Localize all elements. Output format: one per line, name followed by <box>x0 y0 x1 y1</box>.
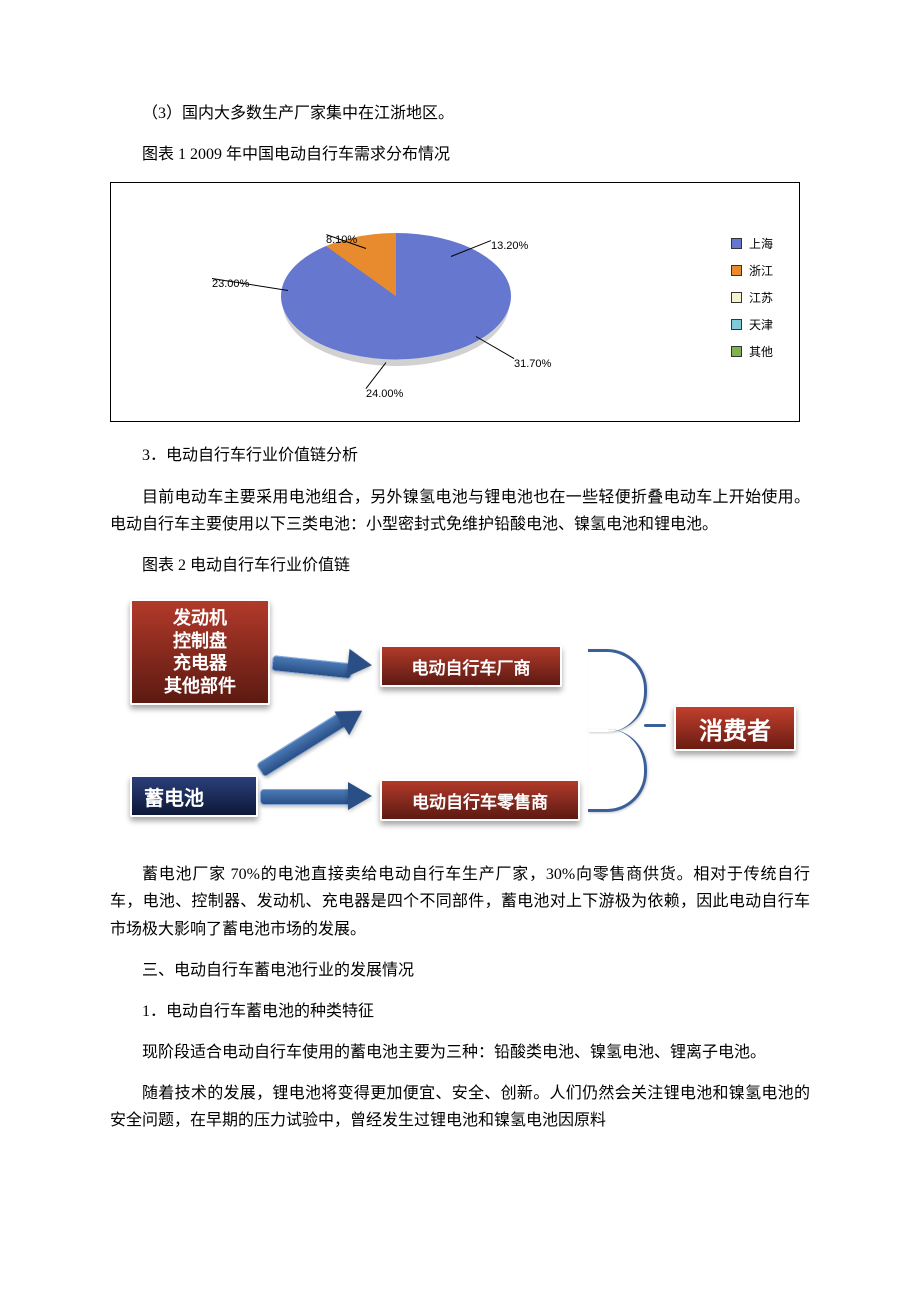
pie-disc <box>281 233 511 360</box>
heading-3-1: 1．电动自行车蓄电池的种类特征 <box>110 998 810 1025</box>
node-consumer: 消费者 <box>674 705 796 751</box>
figure1-caption: 图表 1 2009 年中国电动自行车需求分布情况 <box>110 141 810 168</box>
brace-top <box>588 649 647 732</box>
legend-label: 上海 <box>749 235 773 252</box>
node-battery: 蓄电池 <box>130 775 258 817</box>
node-components: 发动机控制盘充电器其他部件 <box>130 599 270 705</box>
legend-label: 天津 <box>749 316 773 333</box>
legend-label: 其他 <box>749 343 773 360</box>
pie-slice-label: 13.20% <box>491 240 528 252</box>
pie-chart <box>281 233 511 383</box>
legend-item: 江苏 <box>731 289 773 306</box>
node-components-line: 其他部件 <box>164 675 236 698</box>
node-retailer: 电动自行车零售商 <box>380 779 580 821</box>
paragraph-3: （3）国内大多数生产厂家集中在江浙地区。 <box>110 100 810 127</box>
legend-swatch <box>731 319 742 330</box>
legend-swatch <box>731 346 742 357</box>
legend-label: 江苏 <box>749 289 773 306</box>
pie-legend: 上海浙江江苏天津其他 <box>731 235 773 370</box>
legend-label: 浙江 <box>749 262 773 279</box>
paragraph-valuechain: 目前电动车主要采用电池组合，另外镍氢电池与锂电池也在一些轻便折叠电动车上开始使用… <box>110 484 810 538</box>
heading-section3: 三、电动自行车蓄电池行业的发展情况 <box>110 957 810 984</box>
node-maker: 电动自行车厂商 <box>380 645 562 687</box>
legend-item: 上海 <box>731 235 773 252</box>
legend-swatch <box>731 238 742 249</box>
legend-swatch <box>731 292 742 303</box>
paragraph-battery-types: 现阶段适合电动自行车使用的蓄电池主要为三种：铅酸类电池、镍氢电池、锂离子电池。 <box>110 1039 810 1066</box>
legend-item: 其他 <box>731 343 773 360</box>
paragraph-battery-safety: 随着技术的发展，锂电池将变得更加便宜、安全、创新。人们仍然会关注锂电池和镍氢电池… <box>110 1080 810 1134</box>
flow-chart: 发动机控制盘充电器其他部件 蓄电池 电动自行车厂商 电动自行车零售商 消费者 <box>110 593 800 843</box>
node-components-line: 发动机 <box>173 607 227 630</box>
figure2-caption: 图表 2 电动自行车行业价值链 <box>110 552 810 579</box>
node-components-line: 充电器 <box>173 652 227 675</box>
brace-bottom <box>588 729 647 812</box>
pie-slice-label: 31.70% <box>514 358 551 370</box>
legend-swatch <box>731 265 742 276</box>
paragraph-battery-supply: 蓄电池厂家 70%的电池直接卖给电动自行车生产厂家，30%向零售商供货。相对于传… <box>110 861 810 943</box>
heading-valuechain: 3．电动自行车行业价值链分析 <box>110 442 810 469</box>
legend-item: 天津 <box>731 316 773 333</box>
brace-tip <box>644 724 666 727</box>
legend-item: 浙江 <box>731 262 773 279</box>
pie-slice-label: 24.00% <box>366 388 403 400</box>
pie-chart-frame: 13.20%31.70%24.00%23.00%8.10% 上海浙江江苏天津其他 <box>110 182 800 422</box>
node-components-line: 控制盘 <box>173 630 227 653</box>
